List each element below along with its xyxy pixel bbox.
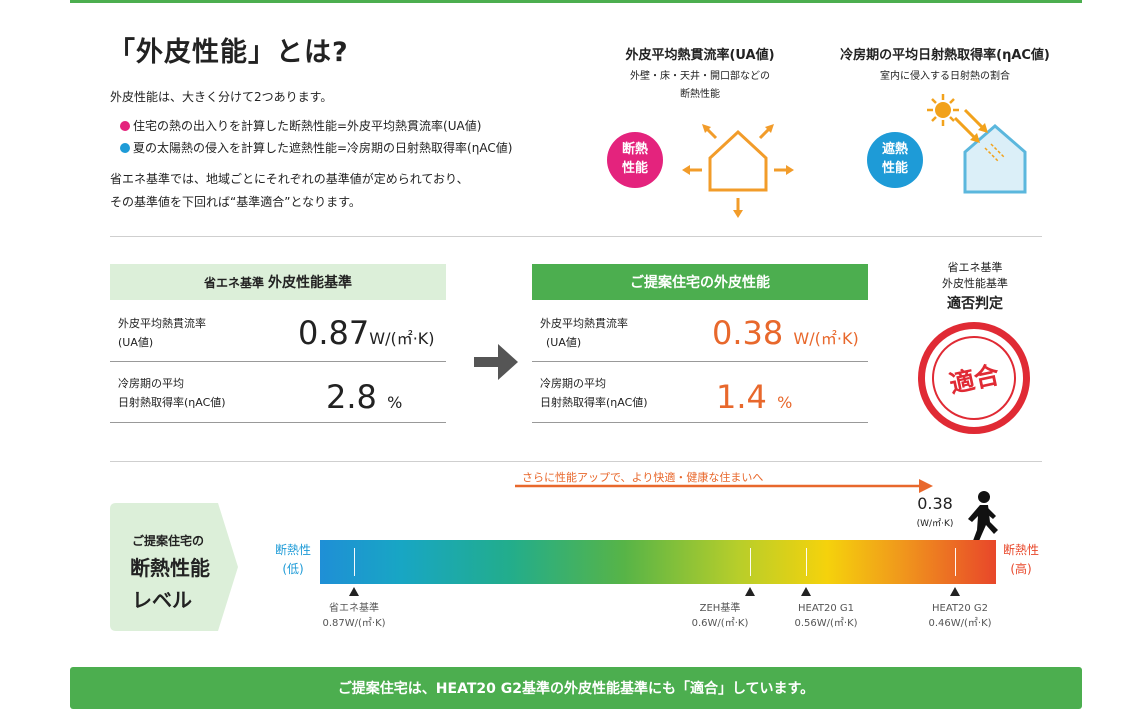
proposal-ua-label: 外皮平均熱貫流率 (UA値) bbox=[540, 317, 628, 350]
marker-triangle-icon bbox=[349, 587, 359, 596]
sun-house-icon bbox=[927, 94, 1027, 194]
intro-line: 外皮性能は、大きく分けて2つあります。 bbox=[110, 90, 333, 104]
level-panel-line2: 断熱性能 bbox=[130, 556, 210, 580]
marker-label: HEAT20 G1 0.56W/(㎡·K) bbox=[794, 603, 858, 629]
standard-eta-label: 冷房期の平均 日射熱取得率(ηAC値) bbox=[118, 377, 226, 410]
scale-high-label: 断熱性 (高) bbox=[1002, 543, 1039, 577]
footer-banner: ご提案住宅は、HEAT20 G2基準の外皮性能基準にも「適合」しています。 bbox=[70, 667, 1082, 709]
marker-label: HEAT20 G2 0.46W/(㎡·K) bbox=[928, 603, 992, 629]
standard-ua-label: 外皮平均熱貫流率 (UA値) bbox=[118, 317, 206, 350]
ua-diagram-sub1: 外壁・床・天井・開口部などの bbox=[630, 71, 770, 82]
walking-person-icon bbox=[968, 491, 998, 548]
top-accent-bar bbox=[70, 0, 1082, 3]
standard-header: 省エネ基準 外皮性能基準 bbox=[110, 264, 446, 300]
standard-eta-value: 2.8 % bbox=[326, 378, 403, 416]
judgement-caption: 省エネ基準 外皮性能基準 適否判定 bbox=[942, 261, 1008, 312]
level-panel-bg bbox=[110, 503, 238, 631]
ua-diagram-sub2: 断熱性能 bbox=[680, 89, 720, 100]
bullet-eta: 夏の太陽熱の侵入を計算した遮熱性能=冷房期の日射熱取得率(ηAC値) bbox=[120, 139, 512, 156]
insulation-badge: 断熱 性能 bbox=[607, 132, 663, 188]
current-unit: (W/㎡·K) bbox=[916, 519, 954, 529]
intro-line-2: 省エネ基準では、地域ごとにそれぞれの基準値が定められており、 bbox=[110, 172, 469, 186]
insulation-level-scale bbox=[320, 540, 996, 584]
proposal-eta-label: 冷房期の平均 日射熱取得率(ηAC値) bbox=[540, 377, 648, 410]
marker-triangle-icon bbox=[950, 587, 960, 596]
stamp-text: 適合 bbox=[924, 328, 1024, 428]
marker-label: ZEH基準 0.6W/(㎡·K) bbox=[691, 603, 749, 629]
house-heat-loss-icon bbox=[682, 124, 794, 218]
proposal-row-bottom bbox=[532, 422, 868, 423]
marker-triangle-icon bbox=[801, 587, 811, 596]
proposal-eta-value: 1.4 % bbox=[716, 378, 793, 416]
eta-diagram-title: 冷房期の平均日射熱取得率(ηAC値) bbox=[840, 48, 1050, 63]
bullet-ua: 住宅の熱の出入りを計算した断熱性能=外皮平均熱貫流率(UA値) bbox=[120, 117, 481, 134]
level-panel-line3: レベル bbox=[132, 588, 192, 612]
standard-row-bottom bbox=[110, 422, 446, 423]
standard-row-divider bbox=[110, 361, 446, 362]
tick-marker bbox=[955, 548, 956, 576]
upgrade-arrow-text: さらに性能アップで、より快適・健康な住まいへ bbox=[522, 471, 764, 484]
page-title: 「外皮性能」とは? bbox=[108, 37, 349, 68]
level-panel-line1: ご提案住宅の bbox=[132, 534, 205, 548]
proposal-ua-value: 0.38 W/(㎡·K) bbox=[712, 314, 859, 352]
proposal-row-divider bbox=[532, 361, 868, 362]
intro-line-3: その基準値を下回れば“基準適合”となります。 bbox=[110, 195, 361, 209]
marker-triangle-icon bbox=[745, 587, 755, 596]
magenta-bullet-icon bbox=[120, 121, 130, 131]
upgrade-arrow-icon bbox=[515, 479, 933, 493]
blue-bullet-icon bbox=[120, 143, 130, 153]
marker-label: 省エネ基準 0.87W/(㎡·K) bbox=[322, 603, 386, 629]
tick-marker bbox=[750, 548, 751, 576]
proposal-header: ご提案住宅の外皮性能 bbox=[532, 264, 868, 300]
section-divider-1 bbox=[110, 236, 1042, 237]
bullet-eta-text: 夏の太陽熱の侵入を計算した遮熱性能=冷房期の日射熱取得率(ηAC値) bbox=[133, 141, 513, 155]
standard-ua-value: 0.87W/(㎡·K) bbox=[298, 314, 435, 352]
current-value: 0.38 bbox=[917, 494, 953, 513]
tick-marker bbox=[806, 548, 807, 576]
scale-low-label: 断熱性 (低) bbox=[274, 543, 311, 577]
heat-shield-badge: 遮熱 性能 bbox=[867, 132, 923, 188]
tick-marker bbox=[354, 548, 355, 576]
arrow-right-icon bbox=[474, 344, 518, 380]
ua-diagram-title: 外皮平均熱貫流率(UA値) bbox=[625, 48, 775, 63]
approved-stamp: 適合 bbox=[918, 322, 1030, 434]
bullet-ua-text: 住宅の熱の出入りを計算した断熱性能=外皮平均熱貫流率(UA値) bbox=[133, 119, 482, 133]
eta-diagram-sub: 室内に侵入する日射熱の割合 bbox=[880, 71, 1010, 82]
section-divider-2 bbox=[110, 461, 1042, 462]
